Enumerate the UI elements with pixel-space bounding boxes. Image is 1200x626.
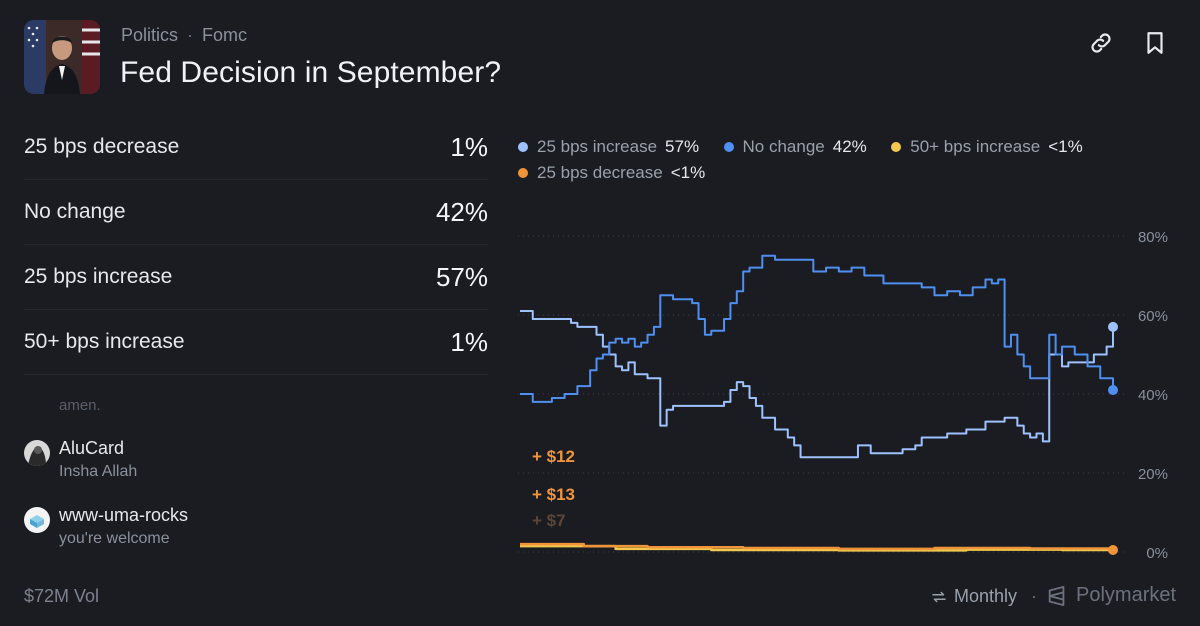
volume-label: $72M Vol (24, 586, 100, 606)
legend-dot (723, 142, 734, 152)
polymarket-logo-icon (1048, 585, 1065, 606)
avatar[interactable] (24, 440, 50, 466)
comment-item: www-uma-rocks you're welcome (24, 505, 188, 548)
legend-item-25-bps-increase[interactable]: 25 bps increase 57% (518, 134, 699, 160)
brand-name: Polymarket (1076, 584, 1177, 606)
avatar[interactable] (24, 507, 50, 533)
outcome-label: 25 bps increase (24, 265, 173, 288)
outcome-label: No change (24, 200, 126, 223)
legend-dot (518, 168, 528, 178)
legend-value: <1% (670, 163, 706, 182)
legend-item-no-change[interactable]: No change 42% (723, 134, 867, 160)
breadcrumb-fomc[interactable]: Fomc (202, 25, 248, 45)
outcome-row-25-bps-decrease[interactable]: 25 bps decrease 1% (24, 115, 488, 180)
comment-author[interactable]: www-uma-rocks (59, 505, 189, 525)
market-image (24, 20, 100, 94)
breadcrumb-separator: · (187, 25, 194, 45)
page-title: Fed Decision in September? (120, 56, 502, 89)
legend-value: 57% (665, 137, 700, 156)
brand-logo[interactable]: Polymarket (1046, 584, 1176, 607)
outcome-row-no-change[interactable]: No change 42% (24, 180, 488, 245)
trade-label: + $13 (532, 485, 575, 504)
comment-item: AluCard Insha Allah (24, 438, 137, 481)
series-end-marker (1108, 545, 1118, 556)
legend-label: No change (742, 137, 825, 156)
outcome-percent: 42% (435, 196, 488, 227)
series-line-0 (520, 310, 1114, 459)
interval-label: Monthly (954, 586, 1018, 606)
outcome-row-50-bps-increase[interactable]: 50+ bps increase 1% (24, 310, 488, 375)
bookmark-button[interactable] (1142, 30, 1168, 56)
comment-faded-text: amen. (59, 397, 101, 414)
link-icon (1091, 33, 1111, 53)
series-line-3 (520, 542, 1115, 551)
y-tick-label: 20% (1138, 466, 1168, 483)
legend-item-50-bps-increase[interactable]: 50+ bps increase <1% (891, 134, 1083, 160)
outcome-percent: 1% (450, 131, 488, 162)
y-tick-label: 0% (1146, 545, 1168, 562)
y-tick-label: 40% (1138, 387, 1168, 404)
chart-legend: 25 bps increase 57% No change 42% 50+ bp… (518, 134, 1158, 186)
y-tick-label: 60% (1138, 308, 1168, 325)
repeat-icon (932, 591, 946, 602)
series-line-2 (520, 544, 1115, 552)
comment-text: Insha Allah (59, 463, 138, 480)
outcome-label: 25 bps decrease (24, 135, 180, 158)
comments-feed[interactable]: amen. AluCard Insha Allah (24, 370, 488, 560)
legend-value: 42% (832, 137, 867, 156)
legend-dot (891, 142, 902, 152)
footer-separator: · (1031, 586, 1037, 606)
legend-label: 25 bps decrease (537, 163, 663, 182)
y-tick-label: 80% (1138, 229, 1168, 246)
outcome-percent: 1% (450, 326, 488, 357)
interval-toggle[interactable]: Monthly (930, 586, 1017, 607)
legend-label: 50+ bps increase (910, 137, 1041, 156)
outcome-percent: 57% (435, 261, 488, 292)
outcome-list: 25 bps decrease 1% No change 42% 25 bps … (24, 115, 488, 375)
series-line-1 (520, 254, 1114, 403)
legend-item-25-bps-decrease[interactable]: 25 bps decrease <1% (518, 160, 705, 186)
bookmark-icon (1147, 32, 1163, 54)
legend-dot (518, 142, 528, 152)
comment-text: you're welcome (59, 530, 170, 547)
outcome-label: 50+ bps increase (24, 330, 185, 353)
trade-label: + $7 (532, 511, 566, 530)
trade-label: + $12 (532, 447, 575, 466)
series-end-marker (1108, 321, 1118, 332)
breadcrumb: Politics · Fomc (121, 25, 247, 46)
copy-link-button[interactable] (1088, 30, 1114, 56)
outcome-row-25-bps-increase[interactable]: 25 bps increase 57% (24, 245, 488, 310)
series-end-marker (1108, 385, 1118, 396)
breadcrumb-politics[interactable]: Politics (121, 25, 179, 45)
legend-value: <1% (1048, 137, 1083, 156)
legend-label: 25 bps increase (537, 137, 658, 156)
comment-author[interactable]: AluCard (59, 438, 125, 458)
